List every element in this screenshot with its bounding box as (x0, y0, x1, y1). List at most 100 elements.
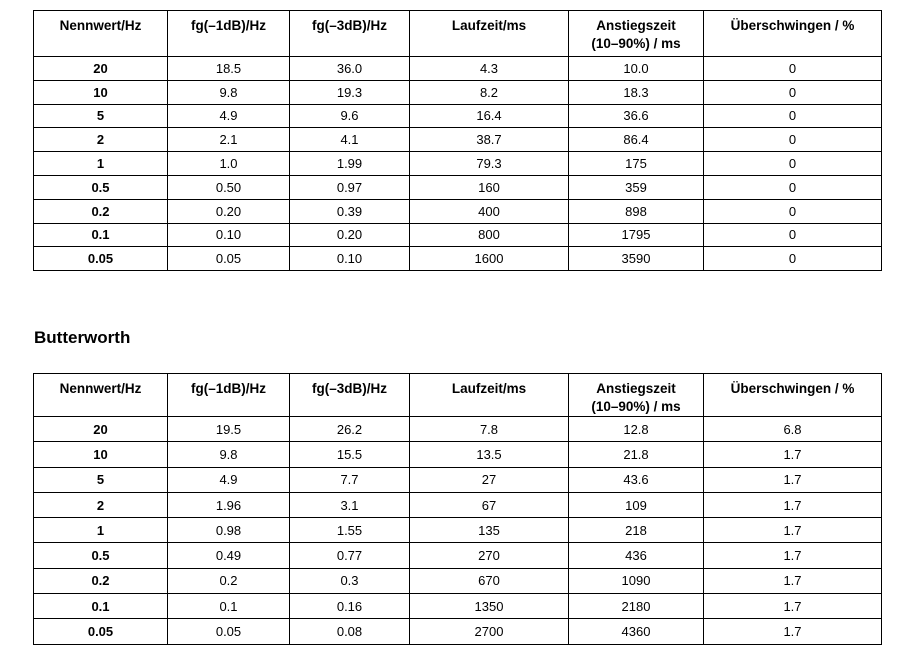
value-cell: 160 (409, 174, 569, 200)
table-row: 2 1.96 3.1 67 109 1.7 (33, 491, 882, 519)
table-row: 0.5 0.49 0.77 270 436 1.7 (33, 542, 882, 569)
value-cell: 67 (409, 491, 569, 519)
table-header-row: Nennwert/Hz fg(–1dB)/Hz fg(–3dB)/Hz Laufzei… (33, 10, 882, 57)
value-cell: 7.7 (289, 466, 410, 493)
column-header: Nennwert/Hz (33, 373, 168, 417)
value-cell: 2.1 (167, 127, 290, 153)
value-cell: 0.1 (167, 593, 290, 620)
value-cell: 1.7 (703, 517, 882, 544)
table-row: 0.1 0.1 0.16 1350 2180 1.7 (33, 593, 882, 620)
value-cell: 15.5 (289, 441, 410, 468)
nennwert-cell: 0.05 (33, 246, 168, 272)
value-cell: 1600 (409, 246, 569, 272)
value-cell: 109 (568, 491, 704, 519)
table-row: 10 9.8 15.5 13.5 21.8 1.7 (33, 441, 882, 468)
column-header: Nennwert/Hz (33, 10, 168, 57)
value-cell: 0.05 (167, 618, 290, 645)
table-row: 0.2 0.20 0.39 400 898 0 (33, 198, 882, 224)
value-cell: 2180 (568, 593, 704, 620)
nennwert-cell: 20 (33, 415, 168, 443)
value-cell: 4.1 (289, 127, 410, 153)
value-cell: 1.7 (703, 466, 882, 493)
value-cell: 3.1 (289, 491, 410, 519)
column-header: fg(–3dB)/Hz (289, 10, 410, 57)
value-cell: 1.7 (703, 491, 882, 519)
table-row: 0.1 0.10 0.20 800 1795 0 (33, 222, 882, 248)
table-row: 20 18.5 36.0 4.3 10.0 0 (33, 56, 882, 81)
column-header: Laufzeit/ms (409, 10, 569, 57)
column-header: fg(–1dB)/Hz (167, 10, 290, 57)
table-row: 2 2.1 4.1 38.7 86.4 0 (33, 127, 882, 153)
value-cell: 12.8 (568, 415, 704, 443)
value-cell: 13.5 (409, 441, 569, 468)
value-cell: 436 (568, 542, 704, 569)
table-header-row: Nennwert/Hz fg(–1dB)/Hz fg(–3dB)/Hz Laufzei… (33, 373, 882, 417)
value-cell: 4360 (568, 618, 704, 645)
value-cell: 21.8 (568, 441, 704, 468)
value-cell: 27 (409, 466, 569, 493)
value-cell: 1.7 (703, 441, 882, 468)
value-cell: 0 (703, 103, 882, 129)
value-cell: 3590 (568, 246, 704, 272)
nennwert-cell: 0.2 (33, 567, 168, 595)
nennwert-cell: 20 (33, 56, 168, 81)
value-cell: 1.7 (703, 593, 882, 620)
value-cell: 0.08 (289, 618, 410, 645)
nennwert-cell: 0.05 (33, 618, 168, 645)
value-cell: 218 (568, 517, 704, 544)
value-cell: 1.7 (703, 567, 882, 595)
nennwert-cell: 0.1 (33, 222, 168, 248)
column-header: fg(–3dB)/Hz (289, 373, 410, 417)
value-cell: 0.77 (289, 542, 410, 569)
table-row: 0.5 0.50 0.97 160 359 0 (33, 174, 882, 200)
value-cell: 9.6 (289, 103, 410, 129)
table-row: 1 0.98 1.55 135 218 1.7 (33, 517, 882, 544)
value-cell: 1.96 (167, 491, 290, 519)
column-header: Überschwingen / % (703, 10, 882, 57)
value-cell: 1.55 (289, 517, 410, 544)
value-cell: 1090 (568, 567, 704, 595)
nennwert-cell: 0.5 (33, 542, 168, 569)
table-row: 5 4.9 9.6 16.4 36.6 0 (33, 103, 882, 129)
nennwert-cell: 2 (33, 127, 168, 153)
value-cell: 36.0 (289, 56, 410, 81)
table-row: 20 19.5 26.2 7.8 12.8 6.8 (33, 415, 882, 443)
value-cell: 43.6 (568, 466, 704, 493)
table-row: 0.2 0.2 0.3 670 1090 1.7 (33, 567, 882, 595)
value-cell: 0.39 (289, 198, 410, 224)
nennwert-cell: 0.5 (33, 174, 168, 200)
value-cell: 9.8 (167, 441, 290, 468)
value-cell: 0.98 (167, 517, 290, 544)
value-cell: 1.7 (703, 542, 882, 569)
value-cell: 898 (568, 198, 704, 224)
value-cell: 8.2 (409, 79, 569, 105)
value-cell: 800 (409, 222, 569, 248)
value-cell: 4.3 (409, 56, 569, 81)
value-cell: 26.2 (289, 415, 410, 443)
filter-characteristics-table: Nennwert/Hz fg(–1dB)/Hz fg(–3dB)/Hz Laufzei… (33, 10, 882, 272)
value-cell: 0 (703, 127, 882, 153)
value-cell: 0.20 (167, 198, 290, 224)
table-row: 0.05 0.05 0.10 1600 3590 0 (33, 246, 882, 272)
value-cell: 270 (409, 542, 569, 569)
value-cell: 0.10 (289, 246, 410, 272)
value-cell: 0.2 (167, 567, 290, 595)
value-cell: 6.8 (703, 415, 882, 443)
value-cell: 0 (703, 246, 882, 272)
nennwert-cell: 0.2 (33, 198, 168, 224)
nennwert-cell: 1 (33, 151, 168, 176)
value-cell: 36.6 (568, 103, 704, 129)
value-cell: 400 (409, 198, 569, 224)
value-cell: 135 (409, 517, 569, 544)
value-cell: 18.3 (568, 79, 704, 105)
value-cell: 0.50 (167, 174, 290, 200)
value-cell: 2700 (409, 618, 569, 645)
table-row: 10 9.8 19.3 8.2 18.3 0 (33, 79, 882, 105)
column-header: Anstiegszeit (10–90%) / ms (568, 373, 704, 417)
value-cell: 1.99 (289, 151, 410, 176)
value-cell: 1.7 (703, 618, 882, 645)
column-header: Laufzeit/ms (409, 373, 569, 417)
value-cell: 0.05 (167, 246, 290, 272)
value-cell: 16.4 (409, 103, 569, 129)
